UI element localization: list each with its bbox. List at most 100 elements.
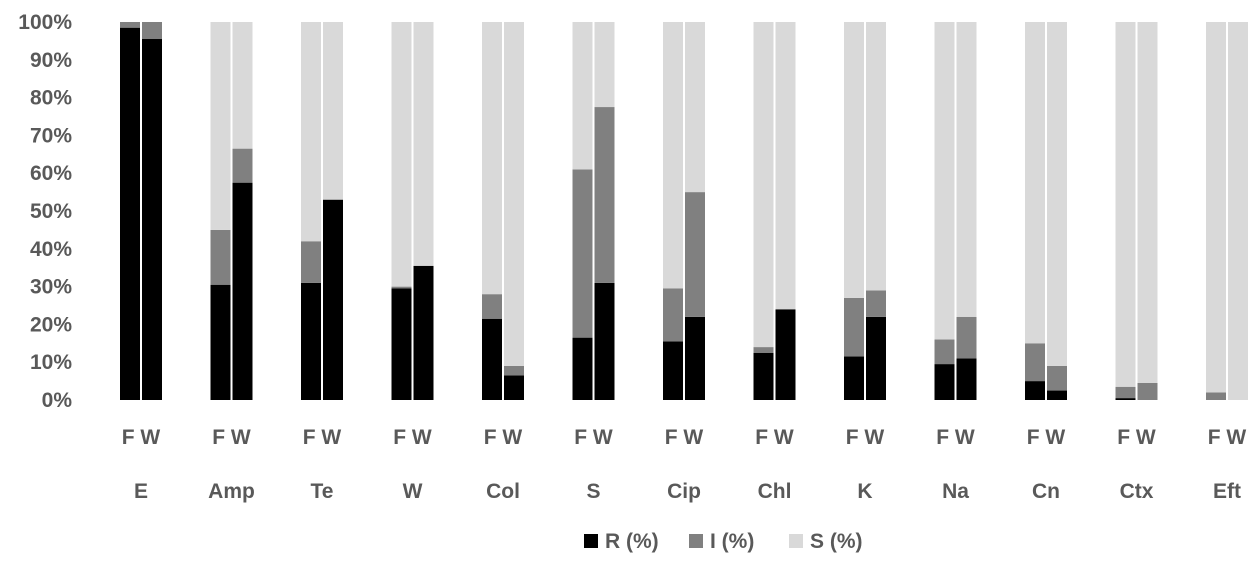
bar-segment-cip-f-s2 bbox=[663, 22, 683, 289]
bar-segment-k-w-s2 bbox=[866, 22, 886, 291]
bar-segment-cn-w-s1 bbox=[1047, 365, 1067, 391]
y-tick-label: 50% bbox=[30, 200, 72, 223]
bar-segment-s-w-s1 bbox=[594, 107, 615, 283]
bar-segment-col-f-s1 bbox=[482, 294, 502, 319]
category-group-cip bbox=[663, 22, 705, 400]
bar-segment-col-w-s2 bbox=[504, 22, 524, 366]
bar-segment-te-w-s2 bbox=[323, 22, 343, 200]
subcategory-label: F W bbox=[1027, 426, 1066, 449]
category-label: W bbox=[403, 480, 423, 503]
bar-segment-amp-f-s0 bbox=[210, 284, 231, 400]
bar-segment-te-w-s0 bbox=[323, 199, 343, 400]
bar-segment-chl-w-s0 bbox=[775, 309, 796, 400]
bar-segment-s-f-s0 bbox=[572, 337, 593, 400]
y-tick-label: 20% bbox=[30, 313, 72, 336]
bar-segment-chl-f-s0 bbox=[753, 352, 774, 400]
legend-swatch bbox=[584, 534, 598, 548]
bar-segment-na-w-s1 bbox=[956, 316, 977, 359]
bar-segment-cip-f-s0 bbox=[663, 341, 683, 400]
y-tick-label: 80% bbox=[30, 87, 72, 110]
bar-segment-amp-w-s0 bbox=[232, 182, 253, 400]
subcategory-label: F W bbox=[393, 426, 432, 449]
bar-segment-chl-f-s1 bbox=[753, 347, 774, 353]
bar-segment-cn-f-s2 bbox=[1025, 22, 1045, 344]
subcategory-label: F W bbox=[665, 426, 704, 449]
bar-segment-ctx-f-s1 bbox=[1115, 386, 1136, 399]
bar-segment-cip-w-s1 bbox=[685, 192, 705, 317]
category-label: S bbox=[586, 480, 600, 503]
bar-segment-s-f-s1 bbox=[572, 169, 593, 338]
category-label: Cip bbox=[667, 480, 701, 503]
bar-segment-col-w-s0 bbox=[504, 375, 524, 400]
bar-segment-w-f-s2 bbox=[391, 22, 412, 287]
bar-segment-k-f-s2 bbox=[844, 22, 864, 298]
subcategory-label: F W bbox=[755, 426, 794, 449]
category-label: Ctx bbox=[1120, 480, 1154, 503]
category-label: Chl bbox=[758, 480, 792, 503]
bar-segment-s-w-s2 bbox=[594, 22, 615, 108]
subcategory-label: F W bbox=[1208, 426, 1247, 449]
bar-segment-cip-f-s1 bbox=[663, 288, 683, 342]
bar-segment-col-f-s0 bbox=[482, 318, 502, 400]
bar-segment-na-w-s2 bbox=[956, 22, 977, 317]
bar-segment-amp-w-s1 bbox=[232, 148, 253, 183]
subcategory-label: F W bbox=[936, 426, 975, 449]
subcategory-label: F W bbox=[484, 426, 523, 449]
category-group-cn bbox=[1025, 22, 1067, 400]
legend: R (%) I (%) S (%) bbox=[584, 530, 863, 553]
y-axis: 0% 10% 20% 30% 40% 50% 60% 70% 80% 90% 100% bbox=[18, 11, 72, 412]
bar-segment-eft-f-s1 bbox=[1206, 392, 1226, 400]
bar-segment-amp-f-s2 bbox=[210, 22, 231, 230]
category-group-ctx bbox=[1115, 22, 1158, 400]
bar-segment-w-f-s0 bbox=[391, 288, 412, 400]
bar-segment-na-f-s2 bbox=[934, 22, 955, 340]
bar-segment-w-f-s1 bbox=[391, 286, 412, 289]
legend-label: I (%) bbox=[710, 530, 754, 553]
bar-segment-k-w-s0 bbox=[866, 316, 886, 400]
category-group-k bbox=[844, 22, 886, 400]
bar-segment-ctx-f-s0 bbox=[1115, 398, 1136, 400]
bar-segment-e-w-s1 bbox=[142, 22, 162, 40]
bar-segment-cn-f-s0 bbox=[1025, 381, 1045, 400]
category-group-eft bbox=[1206, 22, 1248, 400]
bar-segment-e-f-s0 bbox=[120, 27, 140, 400]
bar-segment-na-w-s0 bbox=[956, 358, 977, 400]
bar-segment-eft-f-s2 bbox=[1206, 22, 1226, 393]
category-label: Col bbox=[486, 480, 520, 503]
category-group-te bbox=[301, 22, 343, 400]
legend-swatch bbox=[689, 534, 703, 548]
category-label: E bbox=[134, 480, 148, 503]
bar-segment-cn-w-s0 bbox=[1047, 390, 1067, 400]
bar-segment-s-f-s2 bbox=[572, 22, 593, 170]
legend-item: R (%) bbox=[584, 530, 659, 553]
bar-segment-e-w-s0 bbox=[142, 39, 162, 400]
bar-segment-w-w-s2 bbox=[413, 22, 434, 266]
bar-segment-te-f-s0 bbox=[301, 282, 321, 400]
subcategory-label: F W bbox=[1117, 426, 1156, 449]
bar-segment-k-f-s0 bbox=[844, 356, 864, 400]
bar-segment-cn-w-s2 bbox=[1047, 22, 1067, 366]
bar-segment-ctx-w-s2 bbox=[1137, 22, 1158, 383]
legend-label: S (%) bbox=[810, 530, 863, 553]
category-label: Te bbox=[311, 480, 334, 503]
y-tick-label: 100% bbox=[18, 11, 72, 34]
category-label: Amp bbox=[208, 480, 255, 503]
y-tick-label: 10% bbox=[30, 351, 72, 374]
bar-segment-na-f-s0 bbox=[934, 364, 955, 400]
bar-segment-chl-f-s2 bbox=[753, 22, 774, 348]
x-axis-labels: F W E F W Amp F W Te F W W F W Col F W S F W Cip F W Ch… bbox=[122, 426, 1247, 503]
category-group-col bbox=[482, 22, 524, 400]
bar-segment-ctx-w-s1 bbox=[1137, 382, 1158, 400]
subcategory-label: F W bbox=[846, 426, 885, 449]
category-group-s bbox=[572, 22, 615, 400]
bar-segment-chl-w-s2 bbox=[775, 22, 796, 310]
bar-segment-col-f-s2 bbox=[482, 22, 502, 295]
y-tick-label: 30% bbox=[30, 276, 72, 299]
legend-item: I (%) bbox=[689, 530, 754, 553]
bar-segment-k-f-s1 bbox=[844, 297, 864, 357]
legend-item: S (%) bbox=[789, 530, 863, 553]
bars bbox=[120, 22, 1248, 400]
category-group-na bbox=[934, 22, 977, 400]
bar-segment-ctx-f-s2 bbox=[1115, 22, 1136, 387]
